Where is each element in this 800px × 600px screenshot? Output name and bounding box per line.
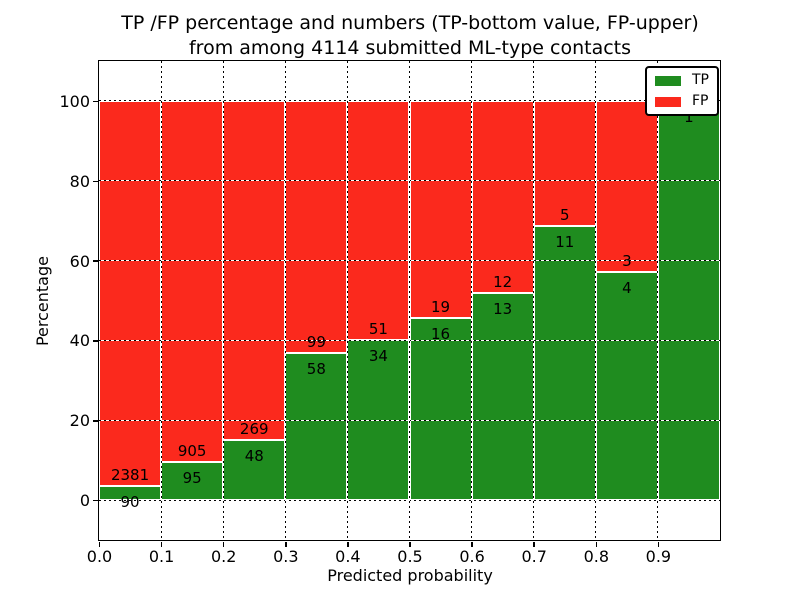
x-tick-mark (533, 542, 535, 547)
tp-count-label: 16 (431, 324, 451, 343)
bar-segment-fp (223, 100, 286, 440)
x-tick-mark (595, 542, 598, 547)
x-tick-mark (471, 542, 473, 547)
bar-segment-tp (471, 292, 534, 501)
fp-count-label: 3 (622, 251, 632, 270)
bar-segment-fp (409, 100, 472, 318)
y-tick-mark (93, 180, 98, 182)
x-tick-mark (98, 542, 101, 547)
chart-title-line1: TP /FP percentage and numbers (TP-bottom… (121, 12, 699, 34)
y-tick-label: 20 (69, 411, 90, 431)
tp-count-label: 13 (493, 299, 513, 318)
y-tick-label: 0 (79, 491, 90, 511)
y-tick-mark (93, 340, 98, 342)
x-tick-label: 0.7 (521, 547, 547, 566)
x-tick-mark (409, 542, 411, 547)
x-tick-label: 0.0 (86, 547, 113, 566)
bar-segment-fp (99, 100, 162, 486)
bar-segment-fp (347, 100, 410, 341)
legend-swatch-tp (655, 75, 681, 86)
chart-title: TP /FP percentage and numbers (TP-bottom… (98, 11, 722, 61)
v-gridline (160, 61, 162, 540)
x-tick-label: 0.9 (645, 547, 672, 566)
v-gridline (657, 61, 659, 540)
chart-title-line2: from among 4114 submitted ML-type contac… (188, 37, 632, 59)
y-tick-label: 40 (69, 331, 90, 351)
bar-segment-tp (409, 317, 472, 501)
fp-count-label: 51 (368, 320, 388, 339)
fp-count-label: 269 (239, 419, 269, 438)
x-tick-mark (222, 542, 225, 547)
y-tick-label: 80 (69, 171, 90, 191)
x-tick-mark (160, 542, 163, 547)
fp-count-label: 905 (177, 442, 207, 461)
bar-segment-fp (285, 100, 348, 353)
bar-segment-fp (471, 100, 534, 293)
bar-segment-fp (533, 100, 596, 226)
v-gridline (471, 61, 473, 540)
y-tick-label: 100 (59, 91, 90, 111)
tp-count-label: 4 (622, 278, 632, 297)
plot-area: 238190905952694899585134191612135113401 (98, 60, 721, 541)
y-tick-mark (93, 260, 98, 262)
x-tick-mark (657, 542, 660, 547)
bar-segment-tp (223, 439, 286, 501)
tp-count-label: 90 (120, 492, 140, 511)
fp-count-label: 5 (559, 205, 570, 224)
tp-count-label: 1 (684, 107, 694, 126)
bar-segment-fp (595, 100, 658, 272)
x-tick-mark (347, 542, 349, 547)
bar-segment-tp (595, 271, 658, 501)
v-gridline (346, 61, 348, 540)
legend-label-fp: FP (692, 93, 709, 109)
bar-segment-tp (657, 100, 720, 501)
tp-count-label: 58 (306, 359, 326, 378)
legend-row-tp: TP (655, 72, 709, 88)
x-tick-mark (285, 542, 287, 547)
bar-segment-tp (533, 225, 596, 501)
tp-count-label: 95 (182, 469, 202, 488)
legend-items: TP FP (655, 72, 709, 109)
x-tick-label: 0.8 (583, 547, 610, 566)
v-gridline (284, 61, 286, 540)
y-tick-mark (93, 499, 98, 502)
bar-segment-tp (285, 352, 348, 501)
fp-count-label: 99 (306, 332, 326, 351)
y-tick-mark (93, 420, 98, 422)
v-gridline (533, 61, 535, 540)
x-axis-label: Predicted probability (327, 566, 493, 585)
bar-segment-tp (99, 485, 162, 501)
x-tick-label: 0.1 (148, 547, 175, 566)
x-tick-label: 0.4 (335, 547, 361, 566)
legend-row-fp: FP (655, 93, 709, 109)
fp-count-label: 2381 (110, 465, 150, 484)
x-tick-label: 0.5 (397, 547, 423, 566)
bar-segment-tp (161, 462, 224, 501)
tp-count-label: 48 (244, 446, 264, 465)
tp-count-label: 34 (368, 347, 388, 366)
legend-swatch-fp (655, 96, 681, 107)
v-gridline (409, 61, 410, 540)
bar-segment-fp (161, 100, 224, 463)
y-tick-label: 60 (69, 251, 90, 271)
v-gridline (222, 61, 224, 540)
y-tick-mark (93, 100, 98, 103)
tp-count-label: 11 (555, 232, 575, 251)
fp-count-label: 19 (431, 297, 451, 316)
x-tick-label: 0.6 (459, 547, 485, 566)
x-tick-label: 0.2 (210, 547, 237, 566)
legend-box: TP FP (645, 66, 719, 116)
legend-label-tp: TP (692, 72, 709, 88)
v-gridline (595, 61, 597, 540)
x-tick-label: 0.3 (273, 547, 299, 566)
fp-count-label: 12 (493, 272, 513, 291)
